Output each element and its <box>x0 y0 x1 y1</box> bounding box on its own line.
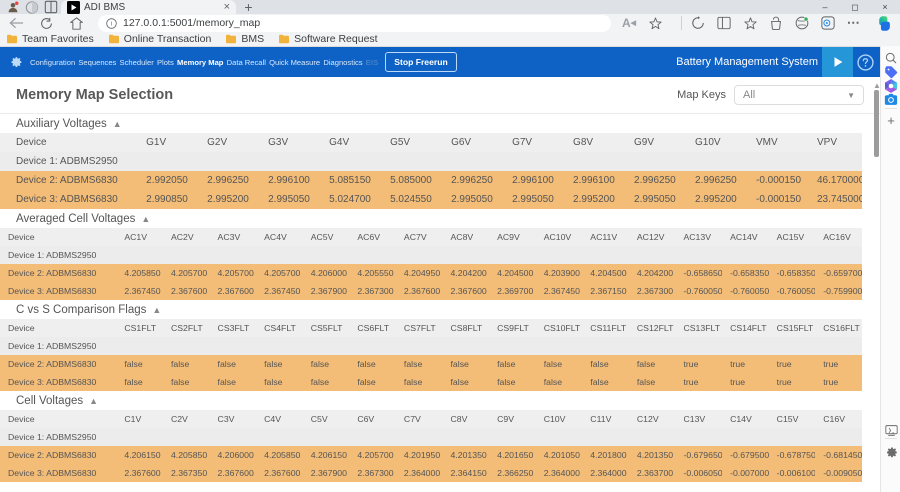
svg-text:i: i <box>111 20 112 27</box>
